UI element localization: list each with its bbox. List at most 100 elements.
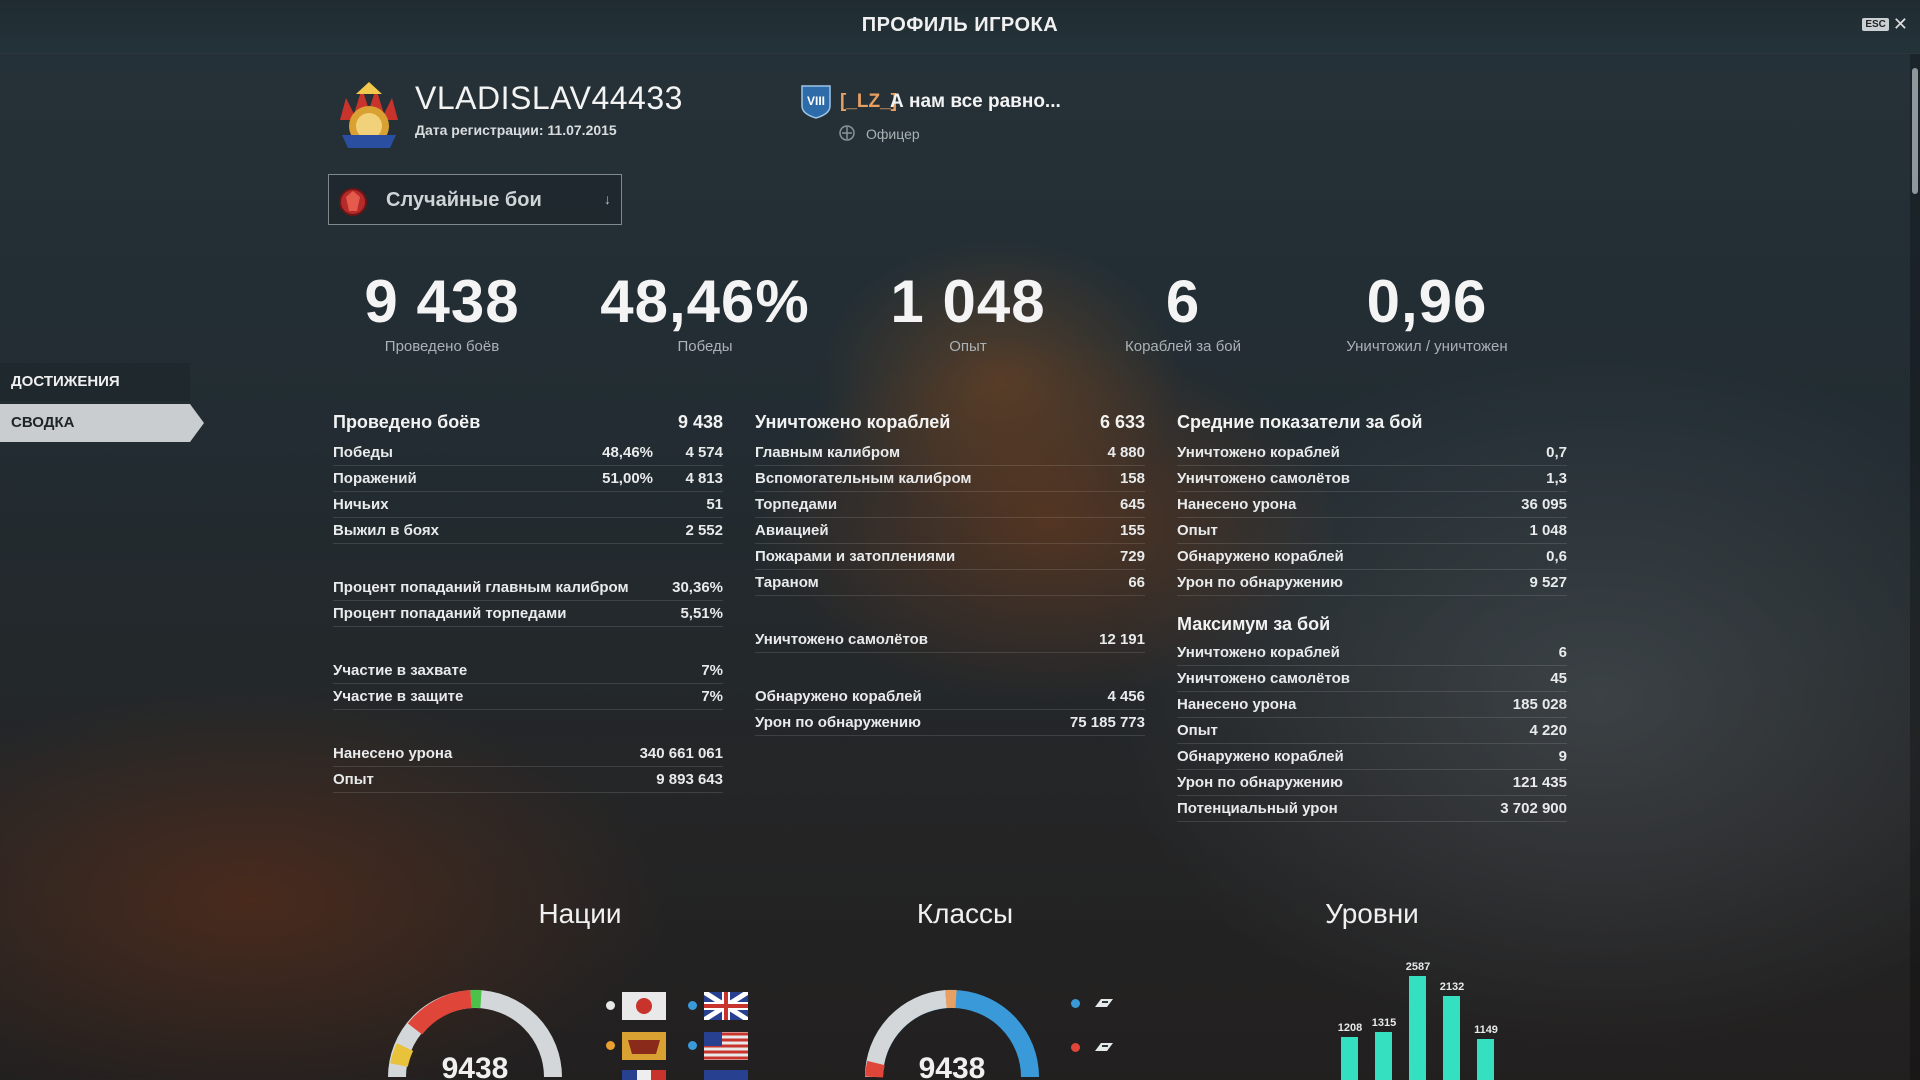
row-value: 51	[706, 496, 723, 513]
row-label: Тараном	[755, 574, 819, 591]
row-value: 7%	[701, 662, 723, 679]
germany-flag-icon[interactable]	[622, 1032, 666, 1060]
headline-value: 0,96	[1366, 268, 1488, 335]
headline-label: Уничтожил / уничтожен	[1346, 338, 1508, 355]
row-label: Участие в захвате	[333, 662, 468, 679]
classes-total: 9438	[918, 1052, 986, 1080]
row-label: Урон по обнаружению	[1177, 774, 1343, 791]
destroyed-column: Уничтожено кораблей 6 633 Главным калибр…	[755, 410, 1145, 736]
table-row: Уничтожено самолётов 12 191	[755, 627, 1145, 653]
table-row: Обнаружено кораблей 0,6	[1177, 544, 1567, 570]
averages-column: Средние показатели за бой Уничтожено кор…	[1177, 410, 1567, 822]
row-value: 12 191	[1099, 631, 1145, 648]
ship-class-icon[interactable]	[1093, 997, 1115, 1009]
clan-name[interactable]: А нам все равно...	[890, 91, 1061, 112]
headline-winrate: 48,46% Победы	[575, 268, 835, 355]
headline-value: 9 438	[364, 268, 520, 335]
tier-bar-label: 1149	[1474, 1024, 1498, 1037]
row-value: 4 574	[685, 444, 723, 461]
row-label: Главным калибром	[755, 444, 901, 461]
table-row: Вспомогательным калибром 158	[755, 466, 1145, 492]
table-row: Торпедами 645	[755, 492, 1145, 518]
row-label: Ничьих	[333, 496, 389, 513]
headline-label: Кораблей за бой	[1124, 338, 1242, 355]
esc-key-hint: ESC	[1862, 17, 1889, 31]
scrollbar[interactable]	[1910, 54, 1920, 1080]
headline-experience: 1 048 Опыт	[838, 268, 1098, 355]
tier-bar[interactable]	[1341, 1036, 1358, 1080]
row-value: 0,6	[1546, 548, 1567, 565]
classes-donut-chart[interactable]	[862, 985, 1042, 1080]
usa-flag-icon[interactable]	[704, 1032, 748, 1060]
tiers-bar-chart: 1208 1315 2587 2132 1149	[1330, 961, 1530, 1080]
row-label: Опыт	[1177, 522, 1218, 539]
legend-dot-usa	[688, 1041, 697, 1050]
row-value: 645	[1119, 496, 1145, 513]
tiers-title: Уровни	[1325, 898, 1419, 929]
legend-dot-germany	[606, 1041, 615, 1050]
row-label: Поражений	[333, 470, 417, 487]
nav-summary[interactable]: СВОДКА	[0, 404, 204, 442]
tier-bar[interactable]	[1409, 976, 1426, 1080]
row-label: Нанесено урона	[1177, 496, 1297, 513]
tier-bar[interactable]	[1443, 996, 1460, 1080]
row-value: 9 893 643	[656, 771, 723, 788]
row-value: 158	[1119, 470, 1145, 487]
row-label: Участие в защите	[333, 688, 464, 705]
headline-value: 48,46%	[600, 268, 810, 335]
nations-donut-chart[interactable]	[385, 985, 565, 1080]
classes-title: Классы	[916, 898, 1014, 929]
averages-header: Средние показатели за бой	[1177, 410, 1567, 440]
japan-flag-icon[interactable]	[622, 992, 666, 1020]
player-emblem-icon	[340, 82, 398, 148]
headline-value: 1 048	[890, 268, 1046, 335]
close-icon[interactable]: ✕	[1892, 14, 1908, 34]
battles-header: Проведено боёв 9 438	[333, 410, 723, 440]
headline-battles: 9 438 Проведено боёв	[312, 268, 572, 355]
table-row: Выжил в боях 2 552	[333, 518, 723, 544]
legend-dot-class-1	[1071, 999, 1080, 1008]
table-row: Уничтожено самолётов 1,3	[1177, 466, 1567, 492]
table-row: Опыт 1 048	[1177, 518, 1567, 544]
row-label: Уничтожено кораблей	[1177, 444, 1340, 461]
row-value: 729	[1119, 548, 1145, 565]
scrollbar-thumb[interactable]	[1912, 68, 1918, 194]
close-control[interactable]: ESC ✕	[1862, 14, 1908, 34]
destroyed-header-total: 6 633	[1099, 412, 1145, 432]
window-title: ПРОФИЛЬ ИГРОКА	[861, 14, 1059, 36]
battle-type-dropdown[interactable]: Случайные бои ↓	[328, 174, 622, 225]
row-value: 2 552	[685, 522, 723, 539]
headline-value: 6	[1165, 268, 1201, 335]
row-value: 45	[1550, 670, 1567, 687]
averages-header-label: Средние показатели за бой	[1177, 412, 1423, 432]
row-label: Уничтожено самолётов	[1177, 470, 1350, 487]
tier-bar[interactable]	[1477, 1039, 1494, 1080]
row-label: Торпедами	[755, 496, 838, 513]
uk-flag-icon[interactable]	[704, 992, 748, 1020]
row-label: Процент попаданий главным калибром	[333, 579, 629, 596]
row-value: 185 028	[1512, 696, 1567, 713]
row-value: 3 702 900	[1500, 800, 1567, 817]
headline-label: Опыт	[949, 338, 987, 355]
table-row: Обнаружено кораблей 9	[1177, 744, 1567, 770]
pan-asia-flag-icon[interactable]	[704, 1070, 748, 1080]
officer-rank-icon	[839, 125, 855, 141]
table-row: Уничтожено кораблей 6	[1177, 640, 1567, 666]
battles-header-label: Проведено боёв	[333, 412, 481, 432]
row-label: Пожарами и затоплениями	[755, 548, 956, 565]
ship-class-icon[interactable]	[1093, 1041, 1115, 1053]
clan-tag[interactable]: [_LZ_]	[840, 91, 897, 112]
nations-total: 9438	[441, 1052, 509, 1080]
table-row: Пожарами и затоплениями 729	[755, 544, 1145, 570]
tier-bar[interactable]	[1375, 1032, 1392, 1080]
row-value: 6	[1558, 644, 1567, 661]
table-row: Ничьих 51	[333, 492, 723, 518]
nav-achievements[interactable]: ДОСТИЖЕНИЯ	[0, 363, 190, 401]
table-row: Потенциальный урон 3 702 900	[1177, 796, 1567, 822]
battles-column: Проведено боёв 9 438 Победы 48,46% 4 574 П…	[333, 410, 723, 793]
row-label: Опыт	[333, 771, 374, 788]
table-row: Поражений 51,00% 4 813	[333, 466, 723, 492]
row-label: Уничтожено самолётов	[1177, 670, 1350, 687]
france-flag-icon[interactable]	[622, 1070, 666, 1080]
